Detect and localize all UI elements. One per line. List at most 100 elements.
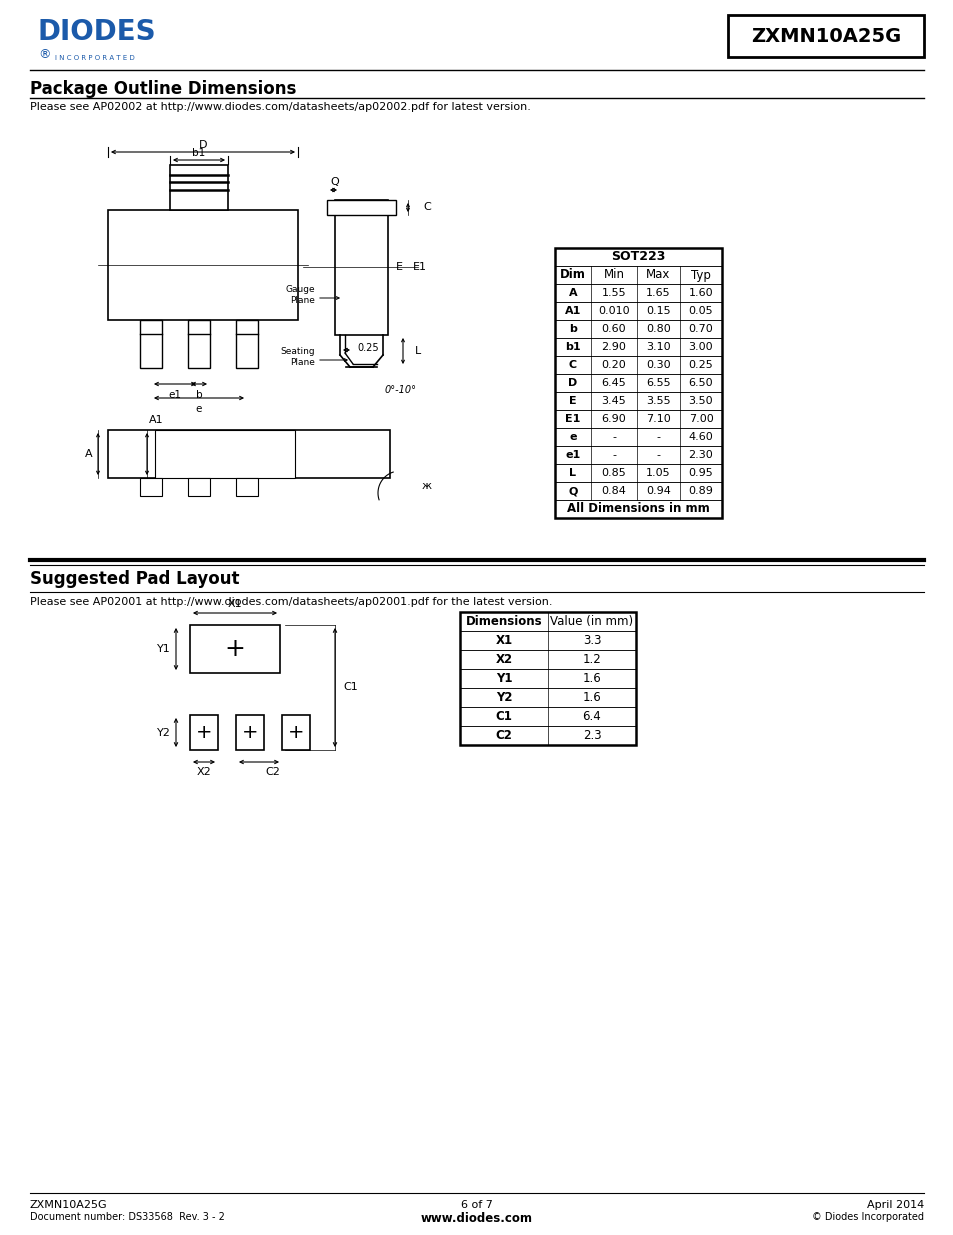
Bar bbox=[555, 338, 721, 356]
Bar bbox=[459, 613, 636, 745]
Text: 0.15: 0.15 bbox=[645, 306, 670, 316]
Bar bbox=[459, 613, 636, 631]
Text: +: + bbox=[288, 722, 304, 742]
Text: I N C O R P O R A T E D: I N C O R P O R A T E D bbox=[55, 56, 134, 61]
Text: April 2014: April 2014 bbox=[866, 1200, 923, 1210]
Bar bbox=[235, 478, 257, 496]
Text: Seating
Plane: Seating Plane bbox=[280, 347, 314, 367]
Text: C2: C2 bbox=[495, 729, 512, 742]
Text: 3.45: 3.45 bbox=[601, 396, 626, 406]
Bar bbox=[555, 482, 721, 500]
Bar bbox=[140, 478, 162, 496]
Text: 1.60: 1.60 bbox=[688, 288, 713, 298]
Text: 0.30: 0.30 bbox=[645, 359, 670, 370]
Bar bbox=[190, 715, 218, 750]
Bar bbox=[235, 320, 257, 368]
Text: 3.10: 3.10 bbox=[645, 342, 670, 352]
Text: -: - bbox=[656, 450, 659, 459]
Bar bbox=[235, 715, 264, 750]
Text: X1: X1 bbox=[495, 634, 512, 647]
Text: E1: E1 bbox=[565, 414, 580, 424]
Text: C1: C1 bbox=[343, 682, 357, 692]
Text: b: b bbox=[195, 390, 202, 400]
Text: Document number: DS33568  Rev. 3 - 2: Document number: DS33568 Rev. 3 - 2 bbox=[30, 1212, 225, 1221]
Text: X2: X2 bbox=[495, 653, 512, 666]
Bar bbox=[188, 320, 210, 368]
Text: -: - bbox=[656, 432, 659, 442]
Text: -: - bbox=[612, 432, 616, 442]
Bar bbox=[555, 374, 721, 391]
Bar bbox=[459, 706, 636, 726]
Text: www.diodes.com: www.diodes.com bbox=[420, 1212, 533, 1225]
Text: Please see AP02001 at http://www.diodes.com/datasheets/ap02001.pdf for the lates: Please see AP02001 at http://www.diodes.… bbox=[30, 597, 552, 606]
Text: e: e bbox=[569, 432, 577, 442]
Text: 0.80: 0.80 bbox=[645, 324, 670, 333]
Text: D: D bbox=[568, 378, 577, 388]
Bar bbox=[555, 284, 721, 303]
Text: 6.90: 6.90 bbox=[601, 414, 626, 424]
Text: 0.95: 0.95 bbox=[688, 468, 713, 478]
Text: A: A bbox=[85, 450, 92, 459]
Text: A1: A1 bbox=[149, 415, 164, 425]
Text: All Dimensions in mm: All Dimensions in mm bbox=[566, 503, 709, 515]
Bar bbox=[555, 500, 721, 517]
Text: 6.4: 6.4 bbox=[582, 710, 600, 722]
Bar bbox=[555, 464, 721, 482]
Text: Y1: Y1 bbox=[496, 672, 512, 685]
Text: +: + bbox=[195, 722, 212, 742]
Text: 3.00: 3.00 bbox=[688, 342, 713, 352]
Bar bbox=[555, 410, 721, 429]
Text: 6.50: 6.50 bbox=[688, 378, 713, 388]
Text: Q: Q bbox=[568, 487, 578, 496]
Text: 7.00: 7.00 bbox=[688, 414, 713, 424]
Text: e: e bbox=[195, 404, 202, 414]
Text: C: C bbox=[568, 359, 577, 370]
Bar bbox=[555, 446, 721, 464]
Text: 0.20: 0.20 bbox=[601, 359, 626, 370]
Text: 3.3: 3.3 bbox=[582, 634, 600, 647]
Text: 0.94: 0.94 bbox=[645, 487, 670, 496]
Text: X1: X1 bbox=[228, 599, 242, 609]
Bar bbox=[555, 429, 721, 446]
Bar bbox=[459, 726, 636, 745]
Text: DIODES: DIODES bbox=[38, 19, 156, 46]
Text: -: - bbox=[612, 450, 616, 459]
Text: b1: b1 bbox=[564, 342, 580, 352]
Text: Value (in mm): Value (in mm) bbox=[550, 615, 633, 629]
Text: A: A bbox=[568, 288, 577, 298]
Text: L: L bbox=[415, 346, 421, 356]
Bar bbox=[459, 669, 636, 688]
Text: 6.55: 6.55 bbox=[645, 378, 670, 388]
Text: D: D bbox=[198, 140, 207, 149]
Bar bbox=[459, 688, 636, 706]
Text: 2.30: 2.30 bbox=[688, 450, 713, 459]
Text: Min: Min bbox=[603, 268, 624, 282]
Text: 6 of 7: 6 of 7 bbox=[460, 1200, 493, 1210]
Text: E1: E1 bbox=[413, 262, 427, 272]
Text: ZXMN10A25G: ZXMN10A25G bbox=[750, 26, 901, 46]
Text: X2: X2 bbox=[196, 767, 212, 777]
Bar bbox=[555, 248, 721, 517]
Bar bbox=[282, 715, 310, 750]
Text: 0.89: 0.89 bbox=[688, 487, 713, 496]
Text: 3.50: 3.50 bbox=[688, 396, 713, 406]
Text: 1.65: 1.65 bbox=[645, 288, 670, 298]
Bar bbox=[459, 650, 636, 669]
Bar bbox=[459, 631, 636, 650]
Text: ZXMN10A25G: ZXMN10A25G bbox=[30, 1200, 108, 1210]
Bar bbox=[154, 430, 294, 478]
Text: 0.70: 0.70 bbox=[688, 324, 713, 333]
Bar bbox=[327, 200, 395, 215]
Text: 0.010: 0.010 bbox=[598, 306, 629, 316]
Text: 0.25: 0.25 bbox=[356, 343, 378, 353]
Text: ж: ж bbox=[421, 480, 432, 492]
Bar bbox=[188, 478, 210, 496]
Bar bbox=[555, 248, 721, 266]
Text: b: b bbox=[569, 324, 577, 333]
Text: C1: C1 bbox=[495, 710, 512, 722]
Text: e1: e1 bbox=[169, 390, 181, 400]
Text: 6.45: 6.45 bbox=[601, 378, 626, 388]
Text: b1: b1 bbox=[193, 148, 206, 158]
Text: Dim: Dim bbox=[559, 268, 585, 282]
Text: 1.05: 1.05 bbox=[645, 468, 670, 478]
